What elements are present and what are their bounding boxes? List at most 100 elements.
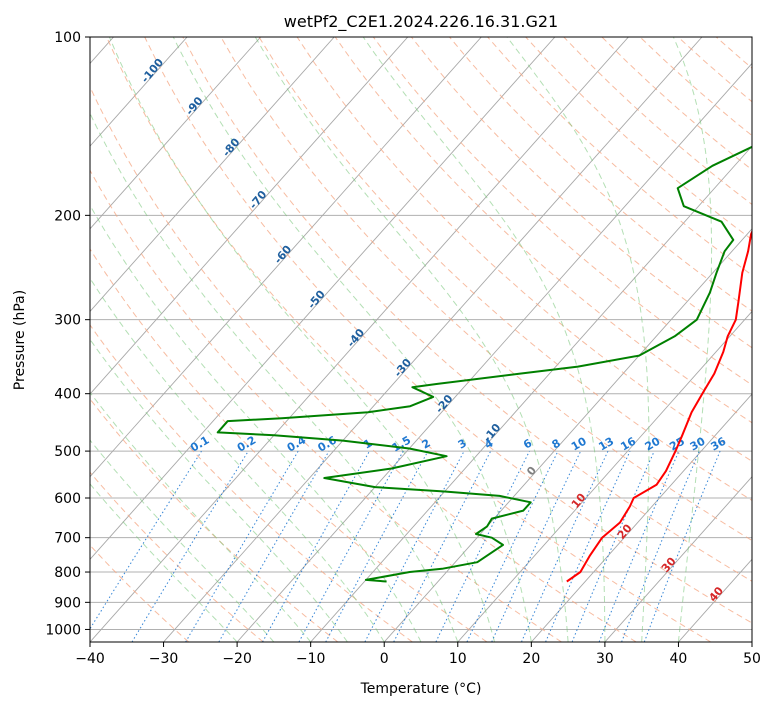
dry-adiabat-label: -60: [272, 243, 295, 267]
mixing-ratio-line: [364, 450, 465, 642]
isotherm-line: [236, 62, 752, 642]
dry-adiabat-line: [487, 37, 752, 276]
y-tick-label: 400: [54, 387, 81, 403]
x-tick-label: 50: [743, 651, 761, 667]
dry-adiabat-line: [90, 248, 488, 642]
mixing-ratio-line: [521, 450, 609, 642]
dewpoint-profile-line: [216, 145, 752, 583]
mixing-ratio-line: [491, 450, 582, 642]
mixing-ratio-line: [571, 450, 655, 642]
dry-adiabat-label: -90: [183, 94, 206, 118]
y-tick-label: 300: [54, 313, 81, 329]
moist-adiabat-line: [90, 483, 238, 642]
mixing-ratio-line: [435, 450, 530, 642]
moist-adiabat-line: [90, 338, 348, 642]
mixing-ratio-line: [298, 450, 404, 642]
y-tick-label: 1000: [45, 622, 81, 638]
y-tick-label: 200: [54, 208, 81, 224]
isotherm-line: [90, 37, 335, 313]
moist-adiabat-line: [90, 204, 422, 642]
isotherm-line: [90, 37, 629, 642]
dry-adiabat-line: [334, 37, 752, 424]
moist-adiabat-line: [362, 37, 606, 642]
y-tick-label: 800: [54, 565, 81, 581]
dry-adiabat-line: [144, 37, 752, 624]
dry-adiabat-line: [90, 169, 562, 642]
mixing-ratio-line: [393, 450, 492, 642]
temperature-profile-line: [566, 229, 752, 583]
dry-adiabat-label: -50: [305, 288, 328, 312]
y-tick-label: 700: [54, 531, 81, 547]
moist-adiabat-line: [672, 37, 713, 642]
mixing-ratio-line: [598, 450, 680, 642]
isotherm-line: [90, 37, 409, 395]
dry-adiabat-label: -80: [220, 135, 243, 159]
mixing-ratio-line: [185, 450, 299, 642]
dry-adiabat-line: [754, 37, 775, 642]
dry-adiabat-line: [525, 37, 752, 241]
dry-adiabat-line: [90, 398, 339, 642]
dry-adiabat-label: -30: [391, 356, 414, 380]
plot-series-lines: [216, 145, 752, 583]
moist-adiabat-line: [172, 37, 532, 642]
isotherm-line: [163, 37, 703, 642]
isotherm-line: [90, 37, 188, 147]
x-tick-label: −30: [149, 651, 179, 667]
moist-adiabat-line: [90, 439, 275, 642]
dry-adiabat-label: -20: [433, 392, 456, 416]
dry-adiabat-line: [90, 85, 637, 642]
x-tick-label: 20: [522, 651, 540, 667]
mixing-ratio-line: [218, 450, 330, 642]
y-tick-label: 100: [54, 30, 81, 46]
mixing-ratio-line: [643, 450, 721, 642]
moist-adiabat-line: [506, 37, 650, 642]
dry-adiabat-label: 40: [706, 584, 726, 604]
mixing-ratio-line: [131, 450, 249, 642]
dry-adiabat-label: -40: [344, 326, 367, 350]
y-tick-label: 600: [54, 491, 81, 507]
y-axis-label: Pressure (hPa): [12, 290, 28, 390]
y-tick-label: 900: [54, 595, 81, 611]
isotherm-line: [90, 37, 482, 478]
y-tick-label: 500: [54, 444, 81, 460]
y-axis: 100 200 300 400 500 600 700 800 900 1000: [45, 30, 90, 638]
plot-frame: [89, 36, 753, 643]
dry-adiabat-line: [715, 37, 752, 69]
dry-adiabat-line: [90, 471, 264, 642]
x-tick-label: −40: [75, 651, 105, 667]
mixing-ratio-line: [621, 450, 700, 642]
isotherm-line: [604, 476, 752, 642]
dry-adiabat-label: 0: [524, 464, 539, 478]
dry-adiabat-line: [449, 37, 752, 312]
isotherm-line: [90, 37, 262, 230]
x-tick-label: −20: [222, 651, 252, 667]
x-tick-label: 40: [670, 651, 688, 667]
mixing-ratio-line: [262, 450, 370, 642]
mixing-ratio-label: 2: [420, 437, 433, 452]
x-axis-label: Temperature (°C): [360, 681, 482, 697]
dry-adiabat-label: -100: [139, 56, 167, 86]
dry-adiabat-line: [90, 324, 413, 642]
dry-adiabat-line: [411, 37, 752, 349]
chart-title: wetPf2_C2E1.2024.226.16.31.G21: [284, 12, 558, 32]
moist-adiabat-line: [90, 277, 385, 642]
isotherm-line: [90, 37, 556, 561]
mixing-ratio-label: 3: [456, 437, 469, 452]
dry-adiabat-line: [639, 37, 752, 137]
plot-background-lines: 0.1 0.2 0.4 0.6 1 1.5 2 3 4 6 8 10 13 16 20 25 30 36-100-…: [90, 37, 775, 642]
dry-adiabat-line: [220, 37, 752, 542]
isotherm-line: [751, 641, 752, 642]
dry-adiabat-line: [258, 37, 752, 502]
mixing-ratio-line: [90, 450, 202, 630]
x-tick-label: 10: [449, 651, 467, 667]
dry-adiabat-line: [106, 37, 712, 642]
isotherm-line: [530, 393, 752, 642]
mixing-ratio-line: [545, 450, 631, 642]
isotherm-line: [310, 145, 752, 642]
x-tick-label: 0: [380, 651, 389, 667]
moist-adiabat-line: [108, 37, 496, 642]
dry-adiabat-line: [90, 544, 190, 642]
moist-adiabat-line: [254, 37, 569, 642]
mixing-ratio-line: [466, 450, 559, 642]
